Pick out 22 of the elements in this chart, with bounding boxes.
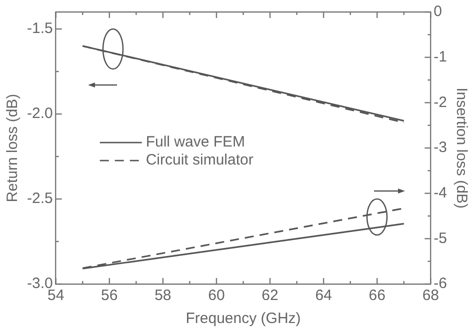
y-tick-label: -2.0: [26, 105, 53, 122]
y-tick-label: -2.5: [26, 190, 53, 208]
y2-tick-label: -4: [434, 184, 448, 202]
y2-tick-label: -3: [434, 139, 448, 156]
y2-tick-label: -1: [434, 48, 448, 66]
y-axis-title: Return loss (dB): [4, 94, 22, 202]
x-tick-label: 56: [101, 287, 118, 304]
x-tick-label: 62: [262, 287, 278, 304]
x-tick-label: 64: [315, 287, 332, 304]
x-axis-title: Frequency (GHz): [186, 310, 301, 328]
y-tick-label: -1.5: [26, 20, 53, 38]
legend-label: Circuit simulator: [146, 152, 254, 169]
x-tick-label: 60: [208, 287, 225, 304]
x-tick-label: 68: [422, 287, 440, 304]
x-tick-label: 54: [48, 287, 64, 304]
x-tick-label: 66: [368, 287, 386, 304]
y2-tick-label: 0: [434, 3, 442, 20]
y2-tick-label: -2: [434, 94, 448, 111]
y2-axis-title: Insertion loss (dB): [452, 88, 470, 208]
legend-label: Full wave FEM: [146, 134, 246, 151]
y2-tick-label: -5: [434, 230, 448, 247]
x-tick-label: 58: [154, 287, 172, 304]
